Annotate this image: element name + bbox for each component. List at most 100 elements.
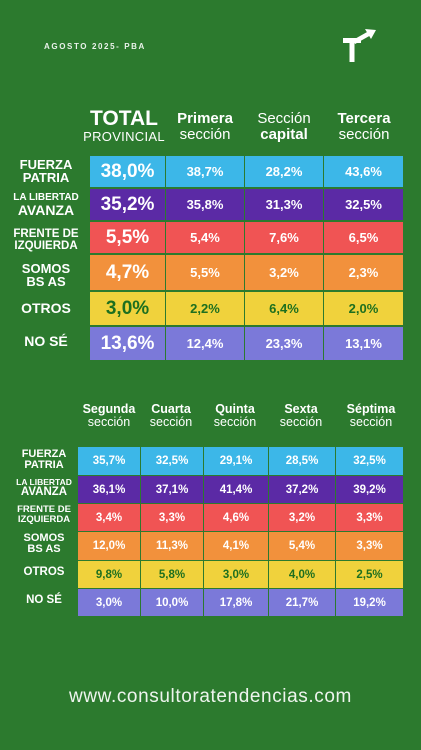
label-line: IZQUIERDA	[14, 239, 78, 252]
col-label: Séptima	[346, 402, 396, 416]
row-label-la-libertad-avanza: LA LIBERTAD AVANZA	[4, 192, 88, 218]
row-label-fuerza-patria: FUERZA PATRIA	[10, 449, 78, 471]
col-segunda: Segunda sección	[76, 402, 142, 430]
table2-cell: 21,7%	[269, 589, 335, 616]
table2-cell: 3,0%	[204, 561, 268, 588]
label-line: SOMOS	[21, 261, 71, 276]
row-label-somos-bs-as: SOMOS BS AS	[4, 262, 88, 288]
table2-cell: 3,2%	[269, 504, 335, 531]
row-label-no-se: NO SÉ	[4, 334, 88, 348]
table1-cell: 2,3%	[324, 255, 403, 290]
table1-cell: 6,4%	[245, 292, 323, 325]
table1-cell: 7,6%	[245, 222, 323, 253]
row-label-otros: OTROS	[8, 566, 80, 579]
col-capital: Sección capital	[245, 111, 323, 143]
table2-cell: 37,2%	[269, 476, 335, 503]
table1-cell: 4,7%	[90, 255, 165, 290]
table2-cell: 12,0%	[78, 532, 140, 560]
table2-cell: 3,3%	[336, 532, 403, 560]
table1-cell: 35,2%	[90, 189, 165, 220]
table2-cell: 37,1%	[141, 476, 203, 503]
table2-cell: 4,0%	[269, 561, 335, 588]
table1-cell: 43,6%	[324, 156, 403, 187]
row-label-somos-bs-as: SOMOS BS AS	[8, 533, 80, 555]
col-label: Tercera	[337, 110, 391, 127]
label-line: FRENTE DE	[17, 504, 71, 515]
table2-cell: 29,1%	[204, 447, 268, 475]
label-line: BS AS	[26, 274, 66, 289]
table1-cell: 3,0%	[90, 292, 165, 325]
col-primera: Primera sección	[166, 111, 244, 143]
table1-cell: 6,5%	[324, 222, 403, 253]
table2-cell: 39,2%	[336, 476, 403, 503]
label-line: FUERZA	[19, 157, 73, 172]
table2-cell: 41,4%	[204, 476, 268, 503]
col-label: Segunda	[82, 402, 136, 416]
table1-cell: 12,4%	[166, 327, 244, 360]
col-total-provincial: TOTAL PROVINCIAL	[80, 107, 168, 145]
col-label: Sexta	[284, 402, 318, 416]
footer-url[interactable]: www.consultoratendencias.com	[69, 686, 352, 707]
label-line: PATRIA	[22, 170, 70, 185]
table1-cell: 38,7%	[166, 156, 244, 187]
table2-cell: 19,2%	[336, 589, 403, 616]
label-line: BS AS	[27, 543, 61, 555]
label-line: LA LIBERTAD	[13, 192, 79, 203]
table2-cell: 17,8%	[204, 589, 268, 616]
table1-cell: 23,3%	[245, 327, 323, 360]
label-line: OTROS	[23, 566, 65, 578]
table1-cell: 31,3%	[245, 189, 323, 220]
table2-cell: 4,1%	[204, 532, 268, 560]
table2-cell: 3,3%	[141, 504, 203, 531]
col-label: Primera	[177, 110, 233, 127]
row-label-frente-izquierda: FRENTE DE IZQUIERDA	[4, 228, 88, 252]
row-label-otros: OTROS	[4, 301, 88, 315]
label-line: IZQUIERDA	[17, 513, 71, 525]
table1-cell: 38,0%	[90, 156, 165, 187]
table2-cell: 3,4%	[78, 504, 140, 531]
table1-header: TOTAL PROVINCIAL Primera sección Sección…	[0, 107, 421, 156]
table2-cell: 5,4%	[269, 532, 335, 560]
col-sexta: Sexta sección	[269, 402, 333, 430]
label-line: FUERZA	[21, 448, 67, 460]
col-sub: sección	[213, 415, 257, 430]
label-line: NO SÉ	[24, 333, 68, 349]
table1-cell: 5,5%	[166, 255, 244, 290]
col-tercera: Tercera sección	[325, 111, 403, 143]
table1-cell: 5,5%	[90, 222, 165, 253]
label-line: OTROS	[21, 300, 71, 316]
table1-cell: 2,2%	[166, 292, 244, 325]
table2-cell: 11,3%	[141, 532, 203, 560]
label-line: AVANZA	[20, 485, 68, 498]
col-label: Cuarta	[151, 402, 191, 416]
table2-cell: 10,0%	[141, 589, 203, 616]
col-label: TOTAL	[89, 107, 159, 130]
table2-cell: 3,0%	[78, 589, 140, 616]
col-sub: PROVINCIAL	[83, 129, 165, 145]
col-sub: sección	[179, 125, 231, 143]
header-subtitle: AGOSTO 2025- PBA	[44, 42, 146, 51]
col-sub: sección	[349, 415, 393, 430]
table2-cell: 32,5%	[336, 447, 403, 475]
table1-cell: 3,2%	[245, 255, 323, 290]
table1-cell: 13,1%	[324, 327, 403, 360]
col-sub: sección	[87, 415, 131, 430]
row-label-fuerza-patria: FUERZA PATRIA	[4, 158, 88, 184]
col-sub: sección	[338, 125, 390, 143]
table1-cell: 35,8%	[166, 189, 244, 220]
label-line: SOMOS	[23, 532, 65, 544]
table2-cell: 4,6%	[204, 504, 268, 531]
label-line: PATRIA	[24, 459, 64, 471]
row-label-la-libertad-avanza: LA LIBERTAD AVANZA	[8, 478, 80, 498]
col-sub: sección	[279, 415, 323, 430]
col-septima: Séptima sección	[336, 402, 406, 430]
col-label: Quinta	[215, 402, 255, 416]
label-line: NO SÉ	[26, 594, 62, 606]
table1-cell: 5,4%	[166, 222, 244, 253]
table1-cell: 13,6%	[90, 327, 165, 360]
col-cuarta: Cuarta sección	[140, 402, 202, 429]
col-label: Sección	[257, 110, 311, 127]
row-label-no-se: NO SÉ	[8, 594, 80, 607]
label-line: FRENTE DE	[13, 228, 79, 240]
label-line: AVANZA	[17, 202, 75, 218]
